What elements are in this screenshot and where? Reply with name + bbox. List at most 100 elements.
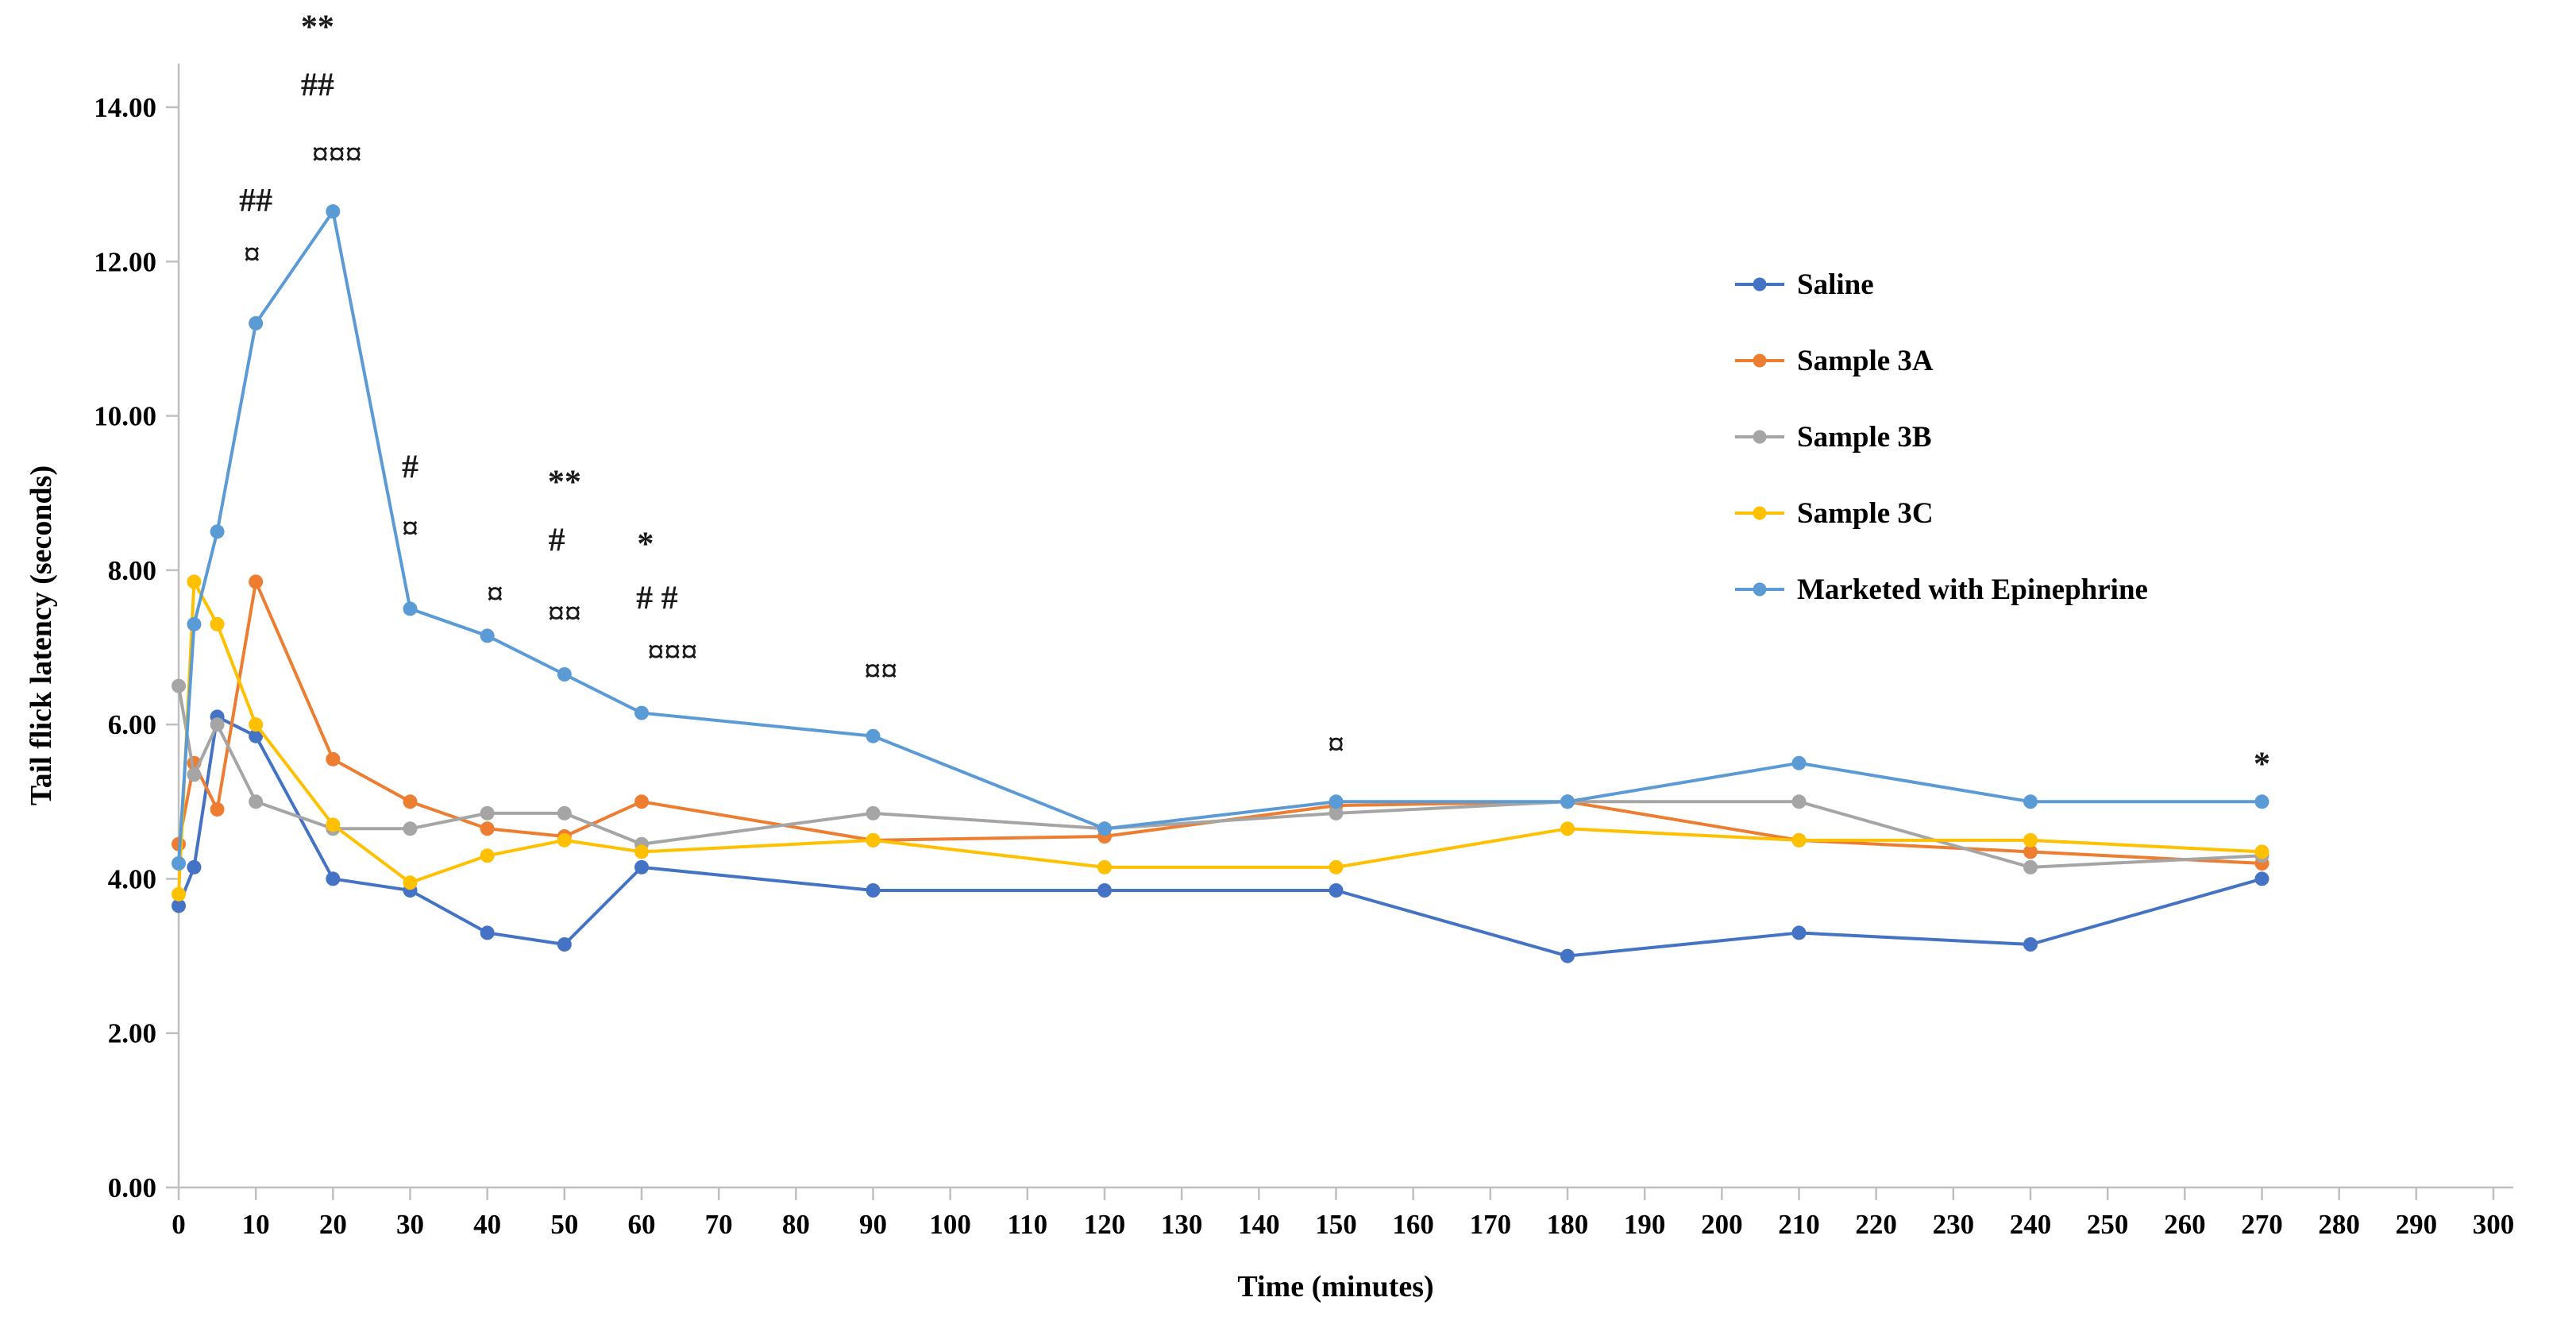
x-tick-label: 20 bbox=[319, 1209, 347, 1240]
x-tick-label: 0 bbox=[172, 1209, 186, 1240]
series-point-sample-3a bbox=[210, 802, 225, 817]
series-point-sample-3c bbox=[210, 616, 225, 631]
series-point-sample-3b bbox=[249, 794, 264, 809]
series-point-marketed-with-epinephrine bbox=[403, 601, 418, 616]
annotation: ¤ bbox=[244, 237, 260, 273]
series-point-sample-3b bbox=[480, 805, 495, 821]
x-tick-label: 260 bbox=[2164, 1209, 2206, 1240]
annotation: ¤ bbox=[487, 577, 503, 613]
series-point-sample-3c bbox=[1560, 821, 1575, 836]
annotation: # bbox=[402, 449, 418, 485]
line-marker-icon bbox=[1735, 582, 1784, 597]
series-point-marketed-with-epinephrine bbox=[1097, 821, 1112, 836]
series-point-marketed-with-epinephrine bbox=[557, 667, 572, 682]
series-line-marketed-with-epinephrine bbox=[177, 210, 2264, 865]
x-tick-label: 100 bbox=[929, 1209, 971, 1240]
x-tick-label: 190 bbox=[1624, 1209, 1666, 1240]
series-point-saline bbox=[326, 871, 341, 886]
x-tick-label: 130 bbox=[1161, 1209, 1203, 1240]
series-point-sample-3b bbox=[1328, 805, 1344, 821]
annotation: * bbox=[637, 526, 654, 562]
line-marker-icon bbox=[1735, 506, 1784, 520]
series-point-sample-3a bbox=[326, 751, 341, 766]
series-point-sample-3b bbox=[557, 805, 572, 821]
series-point-saline bbox=[1791, 925, 1807, 940]
y-axis-title: Tail flick latency (seconds) bbox=[25, 465, 58, 806]
series-point-saline bbox=[249, 728, 264, 743]
annotation: ¤¤¤ bbox=[312, 137, 362, 173]
x-tick-label: 280 bbox=[2318, 1209, 2360, 1240]
y-tick-label: 2.00 bbox=[108, 1018, 156, 1049]
line-marker-icon bbox=[1735, 430, 1784, 444]
y-tick-label: 4.00 bbox=[108, 863, 156, 894]
x-axis-title: Time (minutes) bbox=[1237, 1270, 1434, 1303]
series-point-sample-3b bbox=[1791, 794, 1807, 809]
x-tick-label: 220 bbox=[1855, 1209, 1897, 1240]
x-tick-label: 210 bbox=[1778, 1209, 1820, 1240]
y-tick-label: 6.00 bbox=[108, 709, 156, 740]
series-line-saline bbox=[177, 715, 2264, 958]
series-point-sample-3c bbox=[634, 844, 649, 859]
x-tick-label: 250 bbox=[2087, 1209, 2129, 1240]
series-point-sample-3c bbox=[866, 832, 881, 848]
series-point-marketed-with-epinephrine bbox=[172, 856, 186, 871]
x-tick-label: 160 bbox=[1392, 1209, 1434, 1240]
annotation: ** bbox=[301, 10, 334, 46]
legend-label: Sample 3C bbox=[1797, 496, 1934, 530]
series-point-sample-3c bbox=[326, 817, 341, 832]
x-tick-label: 300 bbox=[2473, 1209, 2515, 1240]
legend: Saline Sample 3A Sample 3B Sample 3C Mar… bbox=[1735, 246, 2148, 627]
series-point-sample-3a bbox=[480, 821, 495, 836]
series-point-saline bbox=[634, 859, 649, 875]
annotation: ¤ bbox=[1328, 727, 1344, 763]
x-tick-label: 270 bbox=[2241, 1209, 2283, 1240]
series-point-sample-3c bbox=[403, 875, 418, 890]
annotation: * bbox=[2254, 746, 2270, 782]
legend-item-sample-3a: Sample 3A bbox=[1735, 322, 2148, 399]
series-point-saline bbox=[480, 925, 495, 940]
line-marker-icon bbox=[1735, 353, 1784, 368]
series-point-marketed-with-epinephrine bbox=[1791, 755, 1807, 770]
series-point-sample-3c bbox=[187, 574, 202, 589]
series-line-sample-3b bbox=[177, 684, 2264, 869]
x-tick-label: 80 bbox=[782, 1209, 810, 1240]
series-point-sample-3b bbox=[172, 678, 186, 693]
series-point-sample-3c bbox=[172, 886, 186, 902]
x-tick-label: 90 bbox=[859, 1209, 887, 1240]
series-point-marketed-with-epinephrine bbox=[480, 628, 495, 643]
series-point-sample-3c bbox=[1791, 832, 1807, 848]
annotation: ## bbox=[239, 183, 272, 219]
series-point-sample-3a bbox=[249, 574, 264, 589]
x-tick-label: 10 bbox=[242, 1209, 270, 1240]
y-tick-label: 10.00 bbox=[94, 401, 156, 432]
series-point-marketed-with-epinephrine bbox=[634, 705, 649, 720]
x-tick-label: 140 bbox=[1238, 1209, 1280, 1240]
y-tick-label: 14.00 bbox=[94, 92, 156, 123]
series-point-marketed-with-epinephrine bbox=[1560, 794, 1575, 809]
series-line-sample-3a bbox=[177, 580, 2264, 865]
series-point-sample-3a bbox=[403, 794, 418, 809]
series-point-saline bbox=[187, 859, 202, 875]
x-tick-label: 180 bbox=[1547, 1209, 1589, 1240]
x-tick-label: 150 bbox=[1315, 1209, 1357, 1240]
series-point-sample-3c bbox=[1097, 859, 1112, 875]
line-marker-icon bbox=[1735, 277, 1784, 292]
x-tick-label: 290 bbox=[2396, 1209, 2438, 1240]
series-point-marketed-with-epinephrine bbox=[187, 616, 202, 631]
x-tick-label: 70 bbox=[705, 1209, 733, 1240]
annotation: ## bbox=[301, 67, 334, 103]
series-point-saline bbox=[557, 937, 572, 952]
series-point-sample-3b bbox=[187, 767, 202, 782]
series-point-sample-3a bbox=[2023, 844, 2038, 859]
series-point-sample-3b bbox=[866, 805, 881, 821]
x-tick-label: 200 bbox=[1701, 1209, 1743, 1240]
series-point-sample-3c bbox=[2254, 844, 2269, 859]
series-point-saline bbox=[1560, 948, 1575, 963]
series-point-saline bbox=[2254, 871, 2269, 886]
legend-item-saline: Saline bbox=[1735, 246, 2148, 322]
series-point-marketed-with-epinephrine bbox=[249, 316, 264, 330]
annotation: # bbox=[549, 523, 565, 559]
x-tick-label: 230 bbox=[1933, 1209, 1975, 1240]
